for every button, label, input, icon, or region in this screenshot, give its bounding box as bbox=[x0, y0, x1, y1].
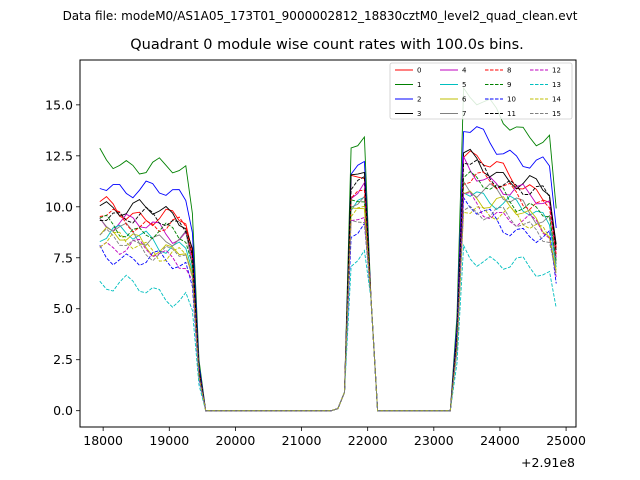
x-tick-label-2: 20000 bbox=[216, 433, 256, 448]
legend-label-1: 1 bbox=[417, 81, 421, 89]
legend-label-8: 8 bbox=[507, 67, 511, 75]
series-line-15 bbox=[99, 205, 557, 412]
legend-box bbox=[389, 62, 573, 120]
y-tick-label-4: 10.0 bbox=[45, 199, 73, 214]
x-tick-label-4: 22000 bbox=[348, 433, 388, 448]
legend-label-5: 5 bbox=[462, 81, 466, 89]
y-tick-label-1: 2.5 bbox=[53, 352, 73, 367]
y-tick-label-6: 15.0 bbox=[45, 97, 73, 112]
series-line-9 bbox=[99, 170, 557, 412]
legend-label-15: 15 bbox=[552, 110, 561, 118]
y-tick-label-2: 5.0 bbox=[53, 301, 73, 316]
y-tick-label-0: 0.0 bbox=[53, 403, 73, 418]
x-tick-label-6: 24000 bbox=[480, 433, 520, 448]
x-tick-label-0: 18000 bbox=[83, 433, 123, 448]
legend-label-6: 6 bbox=[462, 96, 467, 104]
plot-area: 18000 19000 20000 21000 22000 23000 24000 25000… bbox=[45, 59, 586, 448]
legend-label-14: 14 bbox=[552, 96, 561, 104]
y-tick-label-3: 7.5 bbox=[53, 250, 73, 265]
y-tick-label-5: 12.5 bbox=[45, 148, 73, 163]
chart-title: Quadrant 0 module wise count rates with … bbox=[130, 37, 524, 53]
figure-suptitle: Data file: modeM0/AS1A05_173T01_90000028… bbox=[63, 9, 578, 23]
legend-label-11: 11 bbox=[507, 110, 516, 118]
series-line-10 bbox=[99, 196, 557, 412]
legend-label-9: 9 bbox=[507, 81, 511, 89]
legend-label-3: 3 bbox=[417, 110, 421, 118]
x-tick-label-7: 25000 bbox=[546, 433, 586, 448]
x-axis-offset-label: +2.91e8 bbox=[521, 455, 575, 470]
x-tick-label-3: 21000 bbox=[282, 433, 322, 448]
legend-label-0: 0 bbox=[417, 67, 421, 75]
legend-label-4: 4 bbox=[462, 67, 467, 75]
axes-frame bbox=[79, 59, 577, 428]
legend-label-7: 7 bbox=[462, 110, 466, 118]
series-lines bbox=[99, 86, 557, 412]
legend-label-12: 12 bbox=[552, 67, 561, 75]
legend-label-2: 2 bbox=[417, 96, 421, 104]
x-tick-label-5: 23000 bbox=[414, 433, 454, 448]
series-line-11 bbox=[99, 159, 557, 412]
legend-label-13: 13 bbox=[552, 81, 561, 89]
legend-label-10: 10 bbox=[507, 96, 516, 104]
x-tick-label-1: 19000 bbox=[149, 433, 189, 448]
